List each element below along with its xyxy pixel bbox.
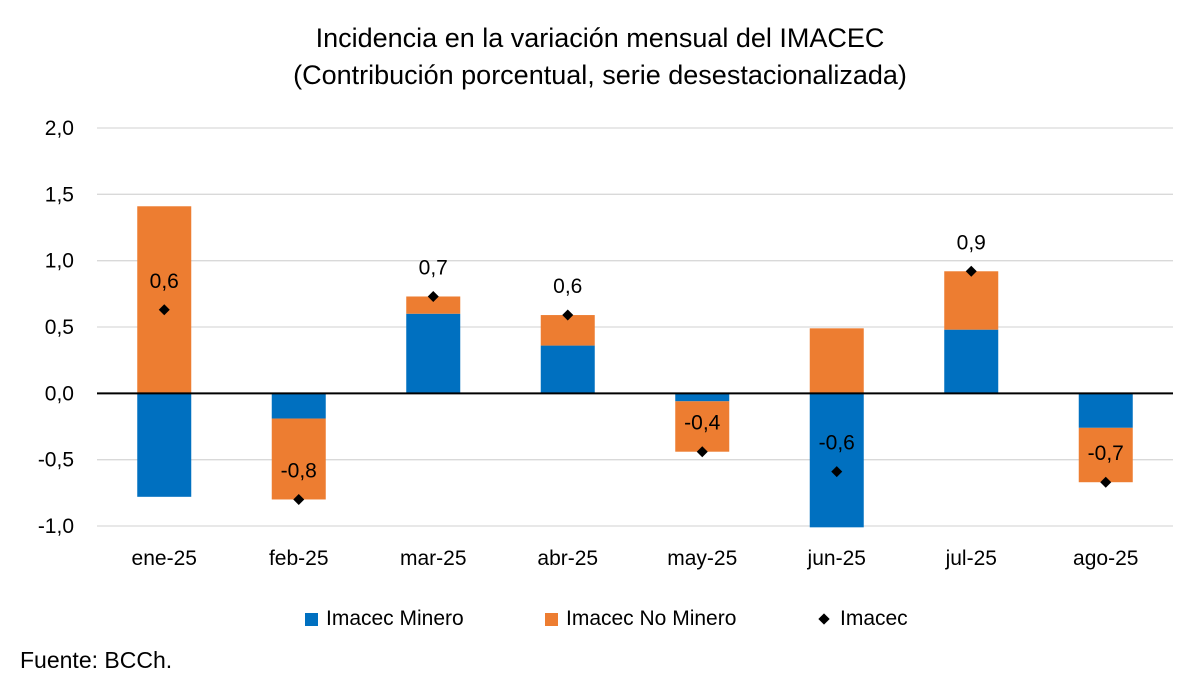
source-note: Fuente: BCCh. bbox=[20, 647, 173, 673]
imacec-marker bbox=[831, 466, 843, 478]
legend-swatch-minero bbox=[305, 612, 318, 626]
imacec-data-label: -0,4 bbox=[684, 412, 721, 435]
legend: Imacec Minero Imacec No Minero Imacec bbox=[0, 604, 1200, 634]
bar-minero bbox=[271, 393, 326, 419]
bar-no-minero bbox=[1078, 427, 1133, 483]
imacec-data-label: -0,8 bbox=[281, 459, 317, 482]
imacec-data-label: 0,9 bbox=[957, 231, 986, 254]
imacec-marker bbox=[562, 309, 574, 321]
bar-no-minero bbox=[809, 328, 864, 394]
imacec-data-label: -0,6 bbox=[819, 432, 855, 455]
x-tick-label: jun-25 bbox=[807, 547, 866, 570]
bar-minero bbox=[944, 329, 999, 394]
stacked-bar-chart: 2,0 1,5 1,0 0,5 0,0 -0,5 -1,0 0,6 -0,8 0,7 0,6 -0,… bbox=[38, 117, 1173, 570]
bar-minero bbox=[675, 393, 730, 402]
gridlines bbox=[97, 127, 1173, 527]
imacec-data-label: -0,7 bbox=[1088, 442, 1124, 465]
legend-item-no-minero: Imacec No Minero bbox=[545, 604, 736, 634]
legend-item-minero: Imacec Minero bbox=[305, 604, 464, 634]
bar-minero bbox=[406, 313, 461, 394]
y-axis: 2,0 1,5 1,0 0,5 0,0 -0,5 -1,0 bbox=[38, 117, 74, 538]
imacec-marker bbox=[1100, 476, 1112, 488]
bar-minero bbox=[540, 345, 595, 394]
x-axis: ene-25 feb-25 mar-25 abr-25 may-25 jun-25 jul-… bbox=[132, 547, 1139, 570]
y-tick-label: 2,0 bbox=[45, 117, 74, 140]
bar-minero bbox=[1078, 393, 1133, 428]
x-tick-label: mar-25 bbox=[400, 547, 467, 570]
bar-no-minero bbox=[675, 401, 730, 452]
y-tick-label: 0,5 bbox=[45, 316, 74, 339]
imacec-marker bbox=[696, 446, 708, 458]
imacec-marker bbox=[427, 290, 439, 302]
bar-no-minero bbox=[271, 418, 326, 500]
chart-title: Incidencia en la variación mensual del I… bbox=[315, 23, 885, 53]
legend-swatch-no-minero bbox=[545, 612, 558, 626]
imacec-marker bbox=[158, 304, 170, 316]
imacec-marker bbox=[293, 493, 305, 505]
legend-item-imacec: Imacec bbox=[818, 604, 908, 634]
imacec-data-label: 0,6 bbox=[150, 270, 179, 293]
imacec-markers: 0,6 -0,8 0,7 0,6 -0,4 -0,6 0,9 -0,7 bbox=[150, 231, 1124, 505]
bar-minero bbox=[809, 393, 864, 528]
imacec-data-label: 0,7 bbox=[419, 256, 448, 279]
x-tick-label: may-25 bbox=[667, 547, 737, 570]
bar-no-minero bbox=[406, 296, 461, 314]
legend-label-imacec: Imacec bbox=[840, 607, 908, 630]
x-tick-label: ago-25 bbox=[1073, 547, 1138, 570]
y-tick-label: 1,0 bbox=[45, 250, 74, 273]
y-tick-label: -0,5 bbox=[38, 449, 74, 472]
y-tick-label: 0,0 bbox=[45, 382, 74, 405]
x-tick-label: feb-25 bbox=[269, 547, 329, 570]
bar-no-minero bbox=[944, 271, 999, 330]
legend-diamond-icon bbox=[818, 613, 830, 625]
y-tick-label: 1,5 bbox=[45, 183, 74, 206]
imacec-marker bbox=[965, 265, 977, 277]
bars bbox=[137, 206, 1133, 528]
y-tick-label: -1,0 bbox=[38, 515, 74, 538]
x-tick-label: abr-25 bbox=[537, 547, 598, 570]
imacec-data-label: 0,6 bbox=[553, 275, 582, 298]
chart-subtitle: (Contribución porcentual, serie desestac… bbox=[293, 60, 907, 90]
legend-label-minero: Imacec Minero bbox=[326, 607, 464, 630]
bar-no-minero bbox=[137, 206, 192, 394]
bar-minero bbox=[137, 393, 192, 497]
legend-label-no-minero: Imacec No Minero bbox=[566, 607, 737, 630]
x-tick-label: ene-25 bbox=[132, 547, 197, 570]
x-tick-label: jul-25 bbox=[945, 547, 997, 570]
